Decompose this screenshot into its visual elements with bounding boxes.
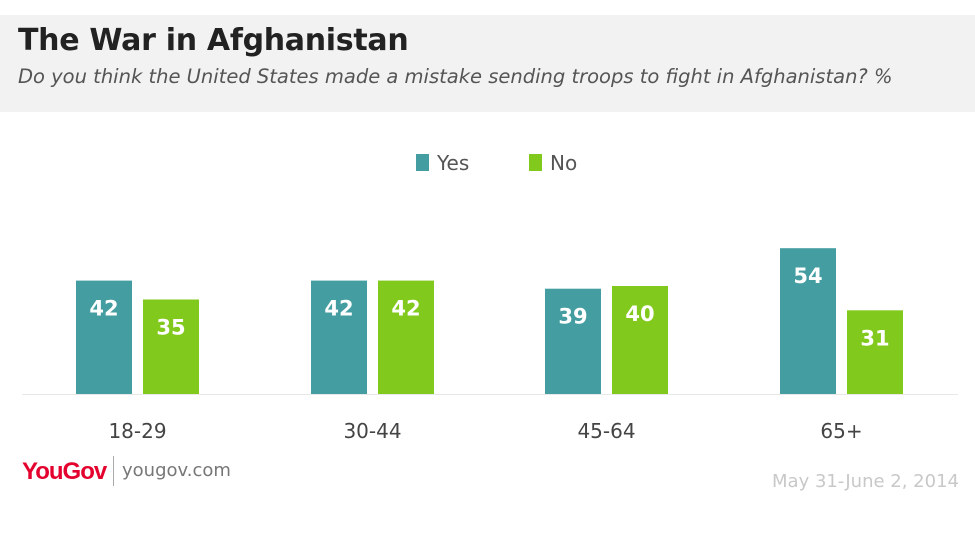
- bar-no-65+: [847, 310, 903, 394]
- header-band: The War in Afghanistan Do you think the …: [0, 15, 975, 112]
- bar-no-45-64: [612, 286, 668, 394]
- legend-label-no: No: [550, 151, 577, 175]
- legend-label-yes: Yes: [436, 151, 469, 175]
- data-label-yes-45-64: 39: [558, 305, 587, 329]
- data-label-no-18-29: 35: [156, 316, 185, 340]
- legend-swatch-no: [529, 154, 542, 171]
- data-label-yes-30-44: 42: [324, 297, 353, 321]
- bar-no-30-44: [378, 280, 434, 394]
- bar-yes-30-44: [311, 280, 367, 394]
- data-label-yes-18-29: 42: [89, 297, 118, 321]
- yougov-logo: YouGov: [22, 458, 107, 485]
- legend-swatch-yes: [416, 154, 429, 171]
- data-label-yes-65+: 54: [793, 264, 822, 288]
- footer-site-link[interactable]: yougov.com: [122, 460, 231, 481]
- bar-yes-18-29: [76, 280, 132, 394]
- chart-subtitle: Do you think the United States made a mi…: [18, 65, 893, 88]
- data-label-no-45-64: 40: [625, 302, 654, 326]
- bar-no-18-29: [143, 299, 199, 394]
- x-tick-label-65+: 65+: [820, 419, 862, 443]
- x-tick-label-45-64: 45-64: [577, 419, 635, 443]
- x-tick-label-30-44: 30-44: [343, 419, 401, 443]
- data-label-no-65+: 31: [860, 326, 889, 350]
- survey-date: May 31-June 2, 2014: [772, 471, 959, 492]
- data-label-no-30-44: 42: [391, 297, 420, 321]
- x-tick-label-18-29: 18-29: [108, 419, 166, 443]
- footer-divider: [113, 456, 114, 486]
- bar-yes-65+: [780, 248, 836, 394]
- bar-yes-45-64: [545, 288, 601, 394]
- chart-title: The War in Afghanistan: [18, 23, 409, 58]
